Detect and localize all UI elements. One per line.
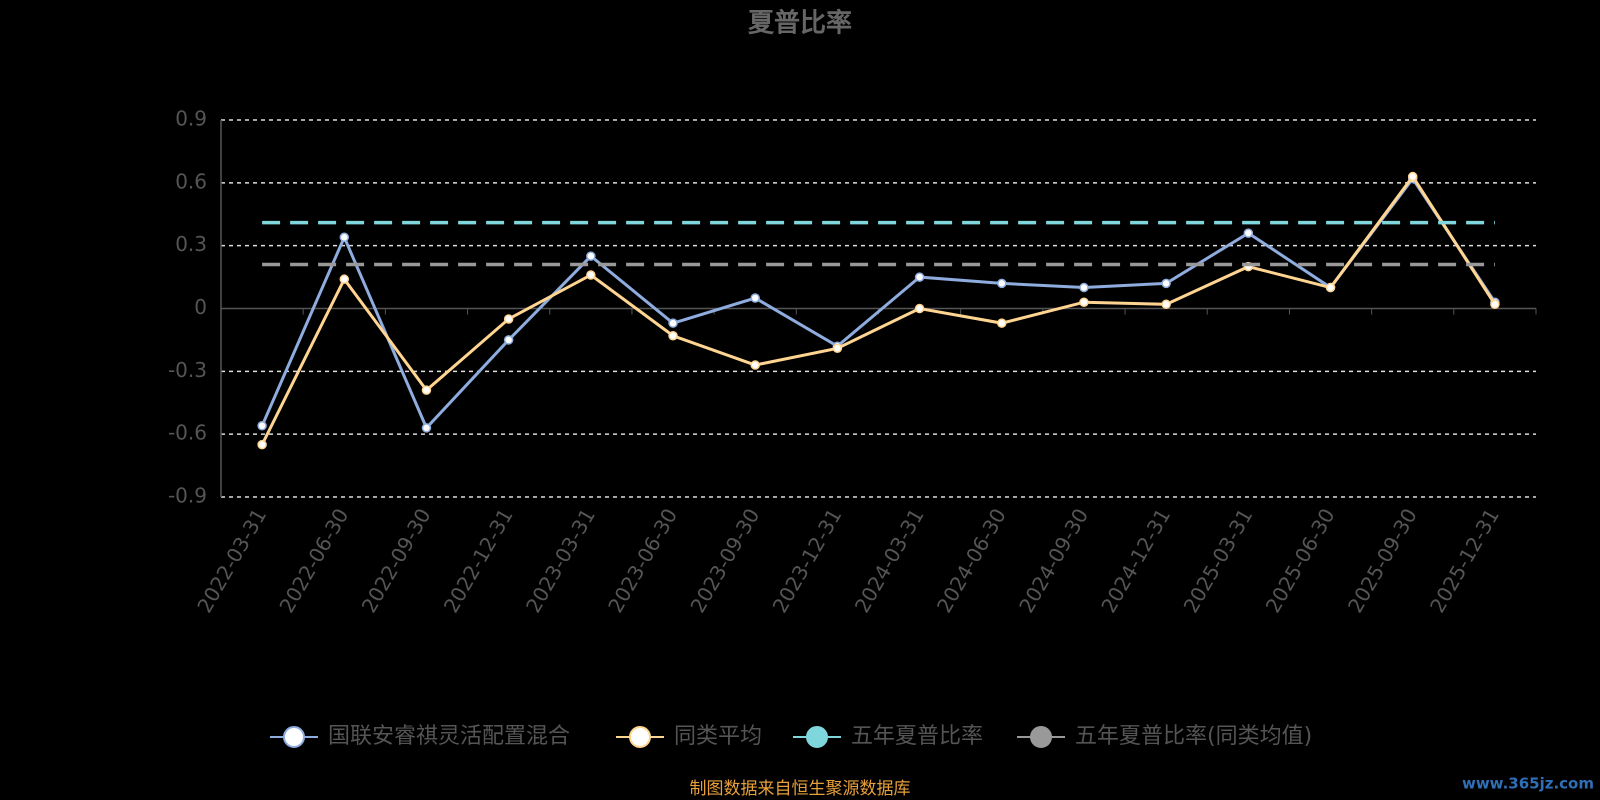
x-tick-label: 2022-12-31 [439, 504, 518, 617]
data-point [1161, 278, 1171, 289]
y-tick-label: 0.9 [175, 107, 207, 131]
data-point [1243, 228, 1254, 238]
y-tick-label: -0.3 [168, 358, 207, 382]
data-point [1079, 282, 1089, 293]
data-point [586, 270, 596, 280]
data-point [421, 385, 432, 395]
data-point [257, 421, 267, 431]
legend-label: 五年夏普比率(同类均值) [1075, 724, 1312, 749]
data-point [750, 360, 760, 370]
legend-marker [806, 726, 828, 748]
y-tick-label: 0 [194, 295, 207, 319]
data-point [914, 303, 925, 314]
series-line [260, 173, 1497, 446]
legend-marker [1030, 726, 1052, 748]
series-line [260, 176, 1497, 431]
x-tick-label: 2022-09-30 [357, 504, 436, 617]
x-tick-label: 2022-06-30 [274, 504, 353, 617]
x-tick-label: 2024-06-30 [932, 504, 1011, 617]
data-point [914, 272, 925, 282]
source-note: 制图数据来自恒生聚源数据库 [690, 779, 911, 799]
data-point [1490, 299, 1500, 310]
x-tick-label: 2024-09-30 [1014, 504, 1093, 617]
data-point [997, 318, 1007, 328]
x-tick-label: 2023-09-30 [685, 504, 764, 617]
x-tick-label: 2024-03-31 [850, 504, 929, 617]
data-point [503, 335, 514, 345]
data-point [1325, 282, 1336, 293]
legend-label: 同类平均 [674, 724, 762, 749]
data-point [1161, 299, 1171, 310]
chart-title: 夏普比率 [748, 8, 852, 39]
x-tick-label: 2023-12-31 [768, 504, 847, 617]
data-point [586, 251, 596, 261]
x-tick-label: 2025-03-31 [1179, 504, 1258, 617]
data-point [1079, 297, 1089, 307]
data-point [668, 330, 678, 341]
x-tick-label: 2023-03-31 [521, 504, 600, 617]
data-point [339, 232, 350, 243]
watermark: www.365jz.com [1462, 775, 1594, 793]
data-point [997, 278, 1007, 289]
legend-marker [629, 726, 651, 748]
legend-marker [283, 726, 305, 748]
data-point [832, 343, 843, 354]
data-point [750, 293, 760, 303]
y-tick-label: 0.6 [175, 169, 207, 193]
x-tick-label: 2025-12-31 [1425, 504, 1504, 617]
data-point [668, 318, 678, 328]
x-tick-label: 2022-03-31 [192, 504, 271, 617]
x-tick-label: 2025-09-30 [1343, 504, 1422, 617]
data-point [503, 314, 514, 324]
legend-label: 国联安睿祺灵活配置混合 [328, 724, 570, 749]
y-tick-label: -0.9 [168, 484, 207, 508]
data-point [339, 274, 350, 284]
y-tick-label: 0.3 [175, 232, 207, 256]
data-point [257, 439, 267, 450]
x-tick-label: 2025-06-30 [1261, 504, 1340, 617]
x-tick-label: 2023-06-30 [603, 504, 682, 617]
data-point [421, 423, 432, 433]
data-point [1407, 171, 1418, 182]
y-tick-label: -0.6 [168, 421, 207, 445]
legend-label: 五年夏普比率 [851, 724, 983, 749]
x-tick-label: 2024-12-31 [1096, 504, 1175, 617]
